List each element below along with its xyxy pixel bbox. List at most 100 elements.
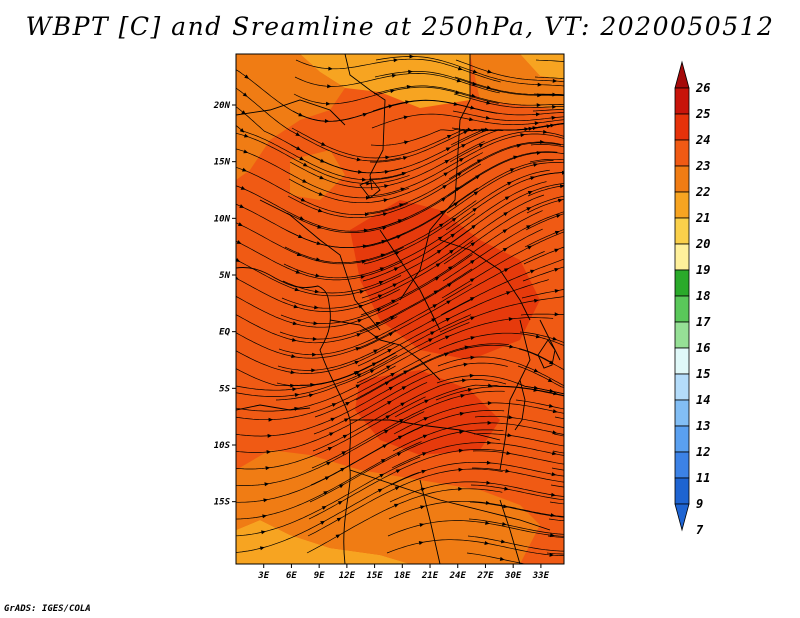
streamline-arrow [551,492,556,497]
streamline-arrow [552,104,557,109]
streamline-arrow [293,304,299,309]
streamline-arrow [382,212,388,217]
streamline-arrow [403,115,409,120]
streamline [519,331,564,343]
streamline [470,484,564,501]
streamline [549,501,564,505]
streamlines [236,54,564,564]
streamline-arrow [399,203,404,208]
streamline-arrow [557,198,563,203]
streamline-arrow [470,355,476,360]
streamline-arrow [428,338,434,343]
y-tick-label: 5S [219,384,230,394]
streamline [523,246,564,265]
streamline-arrow [486,460,492,465]
streamline-arrow [472,207,478,213]
streamline-arrow [386,365,391,370]
streamline-arrow [436,249,442,254]
streamline-arrow [443,172,449,177]
streamline-arrow [530,269,535,274]
x-tick-label: 6E [286,571,297,581]
streamline-arrow [308,393,314,398]
streamline-arrow [362,244,368,249]
streamline-arrow [373,349,379,354]
streamline-arrow [464,345,470,350]
streamline-arrow [449,249,454,254]
streamline-arrow [291,337,297,342]
streamline-arrow [242,92,248,97]
streamline-arrow [394,486,400,491]
streamline-arrow [324,119,330,124]
streamline-arrow [471,93,477,98]
streamline-arrow [387,348,393,353]
streamline [236,352,396,391]
streamline [435,386,564,401]
streamline-arrow [262,514,267,519]
streamline [391,442,564,469]
streamline [236,296,399,328]
streamline-arrow [243,133,249,138]
streamline-arrow [377,294,383,299]
streamline-arrow [552,336,558,341]
streamline-arrow [524,127,529,132]
streamline [236,314,398,344]
streamline-arrow [314,289,320,294]
streamline-arrow [366,181,371,186]
colorbar-label: 11 [696,471,710,485]
streamline-arrow [263,498,269,503]
streamline [552,450,564,454]
streamline [550,484,564,488]
streamline-arrow [551,472,557,477]
streamline-arrow [328,66,333,71]
streamline-arrow [383,429,389,434]
streamline-arrow [342,434,348,439]
streamline-arrow [554,248,560,253]
streamline [437,356,564,387]
streamline-arrow [242,167,247,172]
streamline-arrow [502,229,508,234]
streamline [455,59,564,83]
streamline-arrow [430,331,435,336]
streamline-arrow [335,534,341,539]
streamline-arrow [457,66,463,71]
streamline-arrow [395,469,401,474]
colorbar-label: 21 [695,211,710,225]
streamline-arrow [551,451,557,456]
streamline [532,109,564,112]
streamline-arrow [401,171,407,176]
streamline-arrow [299,156,305,161]
streamline [236,329,397,359]
streamline [389,481,564,503]
streamline [390,461,564,486]
streamline-arrow [468,117,474,122]
streamline-arrow [266,450,272,455]
streamline [445,172,564,231]
streamline [387,520,564,537]
streamline-arrow [419,523,425,528]
streamline-arrow [312,352,317,357]
streamline-arrow [361,177,367,182]
streamline [517,365,564,388]
streamline-arrow [536,103,542,108]
streamline [546,552,564,555]
streamline-arrow [326,461,332,466]
streamline-arrow [552,92,557,97]
colorbar-segment [674,243,690,271]
streamline-arrow [422,452,427,456]
streamline-arrow [405,100,410,105]
streamline-arrow [499,556,505,561]
streamline-arrow [290,370,296,375]
streamline-arrow [504,196,510,201]
streamline-arrow [240,186,246,190]
streamline-arrow [507,181,512,186]
streamline-arrow [313,321,319,326]
streamline-arrow [508,317,514,322]
streamline-arrow [320,520,326,525]
streamline-arrow [463,130,469,135]
streamline [522,266,564,282]
streamline-arrow [357,319,363,323]
streamline-arrow [261,530,266,535]
streamline-arrow [389,316,395,320]
streamline-arrow [295,269,301,274]
colorbar-label: 17 [696,315,711,329]
